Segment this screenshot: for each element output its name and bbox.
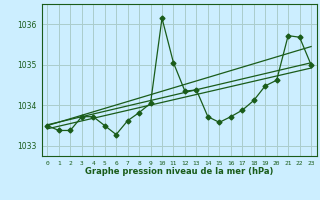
X-axis label: Graphe pression niveau de la mer (hPa): Graphe pression niveau de la mer (hPa)	[85, 167, 273, 176]
